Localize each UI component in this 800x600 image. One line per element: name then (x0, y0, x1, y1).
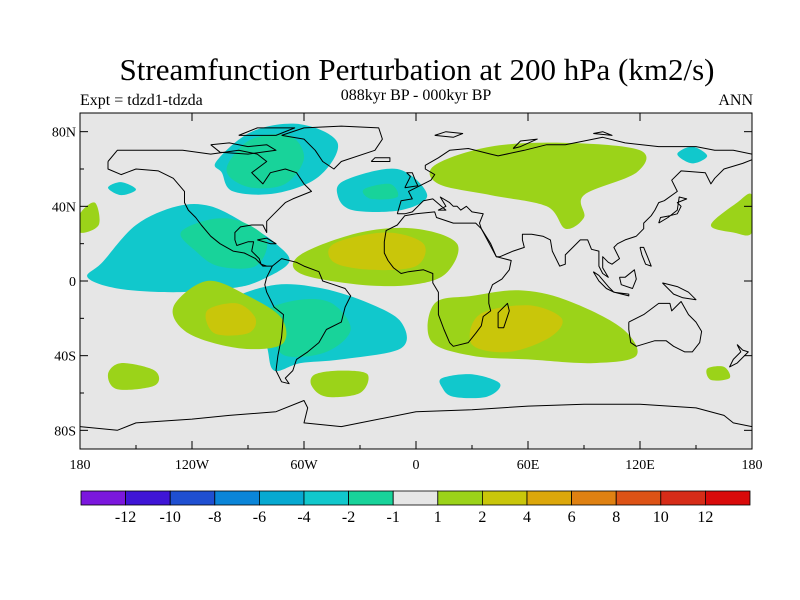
colorbar-label-3: -6 (253, 509, 266, 526)
colorbar-label-8: 2 (478, 509, 486, 526)
colorbar-swatch-4 (258, 490, 305, 506)
colorbar-swatch-2 (169, 490, 216, 506)
coastline-17 (210, 142, 277, 155)
coastline-12 (619, 269, 637, 289)
contour-region-3 (180, 218, 268, 269)
colorbar-swatch-8 (437, 490, 483, 506)
coastline-2 (281, 125, 383, 170)
colorbar-label-12: 10 (653, 509, 669, 526)
colorbar-swatch-3 (214, 490, 260, 506)
contour-region-21 (310, 370, 369, 398)
contour-region-7 (362, 183, 399, 200)
season-label: ANN (718, 92, 753, 109)
colorbar-swatch-10 (526, 490, 572, 506)
y-tick-label-3: 40S (54, 350, 76, 365)
colorbar-label-4: -4 (297, 509, 310, 526)
coastline-7 (404, 172, 419, 189)
contour-region-22 (706, 366, 731, 381)
x-tick-label-3: 0 (413, 458, 420, 473)
coastline-16 (257, 237, 277, 245)
colorbar-swatch-14 (705, 490, 751, 506)
y-axis: 80N 40N 0 40S 80S (52, 126, 752, 439)
y-tick-label-0: 80N (52, 126, 76, 141)
contour-region-1 (226, 134, 305, 189)
coastline-1 (264, 258, 352, 385)
y-tick-label-2: 0 (69, 275, 76, 290)
colorbar-swatch-1 (125, 490, 171, 506)
x-tick-label-6: 180 (742, 458, 763, 473)
colorbar-label-5: -2 (342, 509, 355, 526)
colorbar-swatch-12 (615, 490, 662, 506)
x-axis: 180 120W 60W 0 60E 120E 180 (70, 113, 763, 473)
contour-region-20 (107, 363, 160, 390)
colorbar-label-10: 6 (568, 509, 576, 526)
colorbar-swatch-11 (571, 490, 617, 506)
colorbar-swatch-9 (481, 490, 528, 506)
colorbar-swatch-6 (348, 490, 394, 506)
coastline-21 (512, 138, 538, 149)
x-tick-label-2: 60W (290, 458, 318, 473)
colorbar-label-1: -10 (160, 509, 181, 526)
chart-subtitle: 088kyr BP - 000kyr BP (340, 87, 492, 104)
colorbar-swatch-7 (392, 490, 439, 506)
contour-region-12 (205, 303, 257, 336)
contour-region-8 (108, 182, 136, 196)
colorbar: -12 -10 -8 -6 -4 -2 -1 1 2 4 6 8 10 12 (80, 490, 751, 526)
contour-region-5 (264, 298, 351, 358)
x-tick-label-5: 120E (625, 458, 655, 473)
colorbar-label-11: 8 (612, 509, 620, 526)
coastline-19 (80, 400, 752, 431)
colorbar-label-13: 12 (697, 509, 713, 526)
colorbar-label-7: 1 (434, 509, 442, 526)
y-tick-label-1: 40N (52, 200, 76, 215)
experiment-label: Expt = tdzd1-tdzda (80, 92, 203, 109)
colorbar-label-9: 4 (523, 509, 531, 526)
coastline-20 (434, 131, 464, 138)
colorbar-label-0: -12 (115, 509, 136, 526)
coastline-9 (658, 196, 688, 224)
colorbar-label-2: -8 (208, 509, 221, 526)
colorbar-swatch-5 (303, 490, 349, 506)
colorbar-swatch-0 (80, 490, 126, 506)
coastline-3 (396, 136, 752, 278)
x-tick-label-4: 60E (517, 458, 540, 473)
coastline-13 (639, 246, 652, 267)
chart-title: Streamfunction Perturbation at 200 hPa (… (119, 52, 715, 87)
contour-region-17 (429, 142, 647, 230)
contour-region-14 (328, 232, 426, 271)
contour-region-16 (469, 305, 563, 353)
coastline-5 (628, 301, 703, 353)
coastline-layer (80, 125, 752, 431)
colorbar-swatch-13 (660, 490, 706, 506)
coastline-14 (662, 282, 697, 301)
coastline-0 (107, 149, 312, 267)
x-tick-label-1: 120W (175, 458, 210, 473)
coastline-15 (729, 344, 749, 368)
colorbar-label-6: -1 (387, 509, 400, 526)
coastline-6 (497, 302, 510, 329)
x-tick-label-0: 180 (70, 458, 91, 473)
contour-region-10 (439, 374, 501, 399)
coastline-22 (593, 131, 613, 136)
coastline-18 (238, 127, 296, 136)
y-tick-label-4: 80S (54, 424, 76, 439)
contour-region-19 (710, 193, 752, 236)
contour-region-9 (677, 146, 708, 164)
coastline-11 (613, 291, 630, 297)
contour-region-18 (80, 202, 100, 233)
contour-layer (80, 123, 752, 399)
coastline-4 (383, 211, 512, 347)
coastline-8 (370, 157, 391, 162)
